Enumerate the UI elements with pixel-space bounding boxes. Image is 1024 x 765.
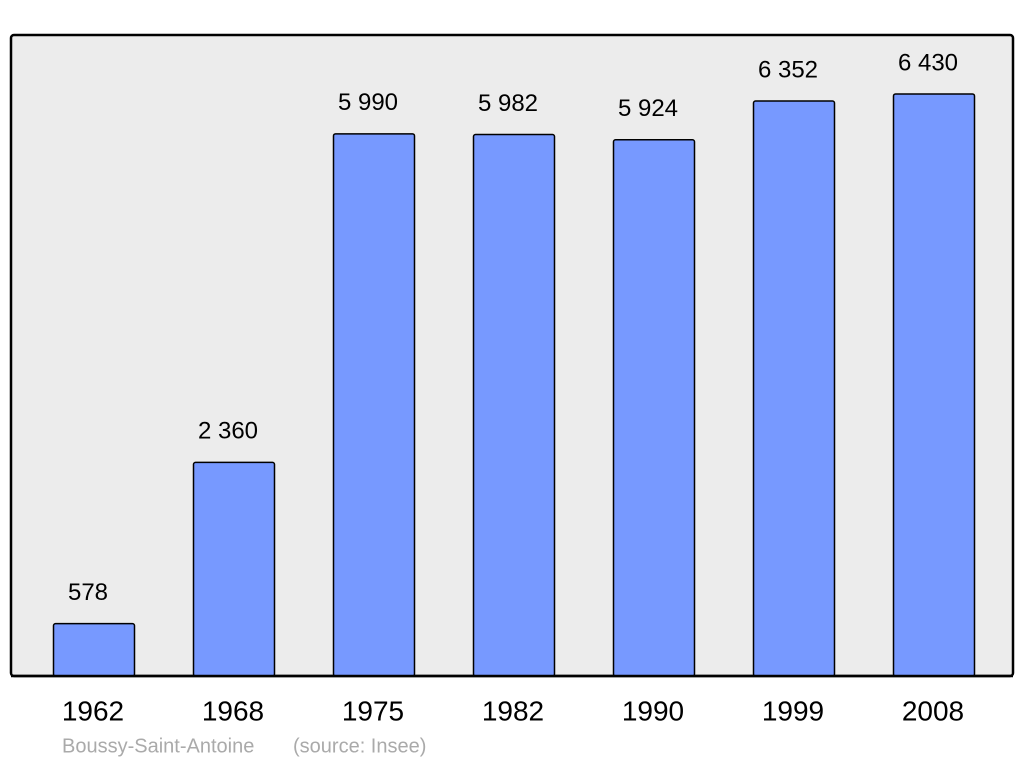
x-tick-label: 1990 [622,695,684,726]
bar [612,139,696,677]
value-label: 6 352 [758,56,818,83]
bar [752,100,836,677]
bar [892,93,976,677]
caption: Boussy-Saint-Antoine [62,735,254,757]
source: (source: Insee) [293,735,426,757]
value-label: 6 430 [898,49,958,76]
x-tick-label: 2008 [902,695,964,726]
x-tick-label: 1962 [62,695,124,726]
bar [52,622,136,677]
x-tick-label: 1999 [762,695,824,726]
x-tick-label: 1982 [482,695,544,726]
value-label: 5 924 [618,95,678,122]
value-label: 5 990 [338,89,398,116]
x-tick-label: 1975 [342,695,404,726]
value-label: 5 982 [478,90,538,117]
x-tick-label: 1968 [202,695,264,726]
bar [192,461,276,677]
bar [472,133,556,677]
value-label: 578 [68,579,108,606]
bar [332,133,416,677]
value-label: 2 360 [198,418,258,445]
